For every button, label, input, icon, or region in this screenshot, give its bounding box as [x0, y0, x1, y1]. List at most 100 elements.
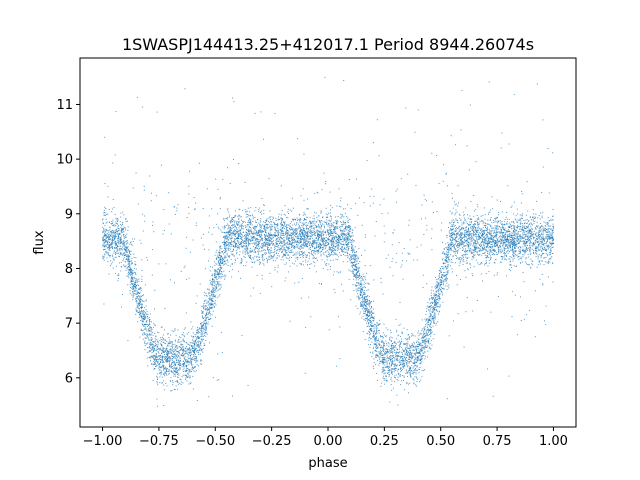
data-point: [283, 243, 285, 245]
data-point: [188, 277, 190, 279]
data-point: [357, 256, 359, 258]
data-point: [163, 329, 165, 331]
data-point: [332, 247, 333, 249]
data-point: [103, 249, 105, 251]
data-point: [343, 230, 345, 232]
data-point: [219, 288, 221, 290]
data-point: [256, 245, 258, 246]
data-point: [195, 361, 197, 363]
data-point: [451, 241, 453, 243]
data-point: [352, 258, 354, 260]
data-point: [452, 242, 454, 244]
data-point: [485, 239, 487, 241]
data-point: [486, 245, 488, 247]
data-point: [470, 228, 472, 230]
data-point: [265, 234, 267, 236]
data-point: [284, 263, 286, 265]
data-point: [204, 248, 205, 250]
data-point: [303, 264, 305, 266]
data-point: [151, 347, 153, 349]
data-point: [473, 266, 475, 268]
data-point: [347, 243, 349, 245]
data-point: [204, 301, 206, 302]
data-point: [119, 254, 121, 256]
data-point: [205, 340, 207, 341]
data-point: [309, 241, 311, 243]
data-point: [224, 225, 226, 227]
data-point: [110, 245, 112, 247]
data-point: [230, 258, 232, 260]
data-point: [367, 343, 369, 345]
data-point: [118, 277, 120, 279]
data-point: [309, 229, 311, 231]
data-point: [157, 357, 159, 359]
data-point: [210, 281, 212, 283]
data-point: [517, 240, 518, 242]
data-point: [527, 237, 529, 239]
data-point: [302, 243, 304, 245]
data-point: [216, 273, 218, 275]
data-point: [226, 223, 228, 225]
data-point: [429, 328, 431, 330]
data-point: [281, 218, 283, 220]
data-point: [361, 289, 363, 291]
data-point: [191, 369, 193, 371]
data-point: [172, 344, 174, 345]
data-point: [533, 251, 535, 253]
data-point: [283, 244, 285, 246]
data-point: [473, 224, 475, 226]
data-point: [373, 195, 375, 197]
data-point: [551, 246, 553, 248]
data-point: [519, 222, 521, 224]
data-point: [397, 372, 399, 374]
data-point: [164, 356, 165, 358]
data-point: [116, 227, 118, 229]
data-point: [138, 289, 140, 290]
data-point: [129, 267, 131, 269]
data-point: [413, 360, 415, 362]
data-point: [136, 279, 138, 281]
data-point: [442, 266, 444, 268]
data-point: [491, 196, 493, 198]
data-point: [535, 248, 537, 249]
data-point: [174, 329, 176, 331]
data-point: [345, 235, 347, 237]
data-point: [478, 236, 480, 238]
data-point: [239, 233, 241, 235]
data-point: [317, 233, 319, 235]
data-point: [234, 242, 236, 244]
data-point: [116, 265, 118, 267]
data-point: [547, 224, 549, 226]
data-point: [440, 279, 442, 281]
data-point: [469, 243, 471, 245]
data-point: [321, 236, 323, 238]
data-point: [315, 271, 317, 273]
data-point: [141, 275, 143, 277]
data-point: [289, 242, 290, 244]
data-point: [374, 334, 375, 336]
data-point: [294, 241, 296, 243]
data-point: [105, 245, 107, 247]
data-point: [236, 239, 238, 241]
data-point: [326, 263, 328, 265]
data-point: [392, 373, 393, 375]
data-point: [475, 236, 477, 237]
data-point: [192, 388, 194, 390]
data-point: [384, 232, 386, 234]
data-point: [376, 322, 378, 324]
data-point: [454, 221, 456, 223]
data-point: [537, 233, 539, 235]
data-point: [389, 337, 390, 339]
data-point: [455, 209, 457, 211]
data-point: [330, 223, 332, 225]
data-point: [320, 244, 322, 245]
data-point: [434, 303, 436, 305]
data-point: [424, 328, 426, 330]
data-point: [120, 243, 122, 244]
data-point: [403, 362, 405, 364]
data-point: [205, 327, 207, 329]
data-point: [401, 357, 403, 359]
data-point: [231, 219, 232, 221]
data-point: [516, 227, 518, 229]
data-point: [327, 254, 329, 255]
